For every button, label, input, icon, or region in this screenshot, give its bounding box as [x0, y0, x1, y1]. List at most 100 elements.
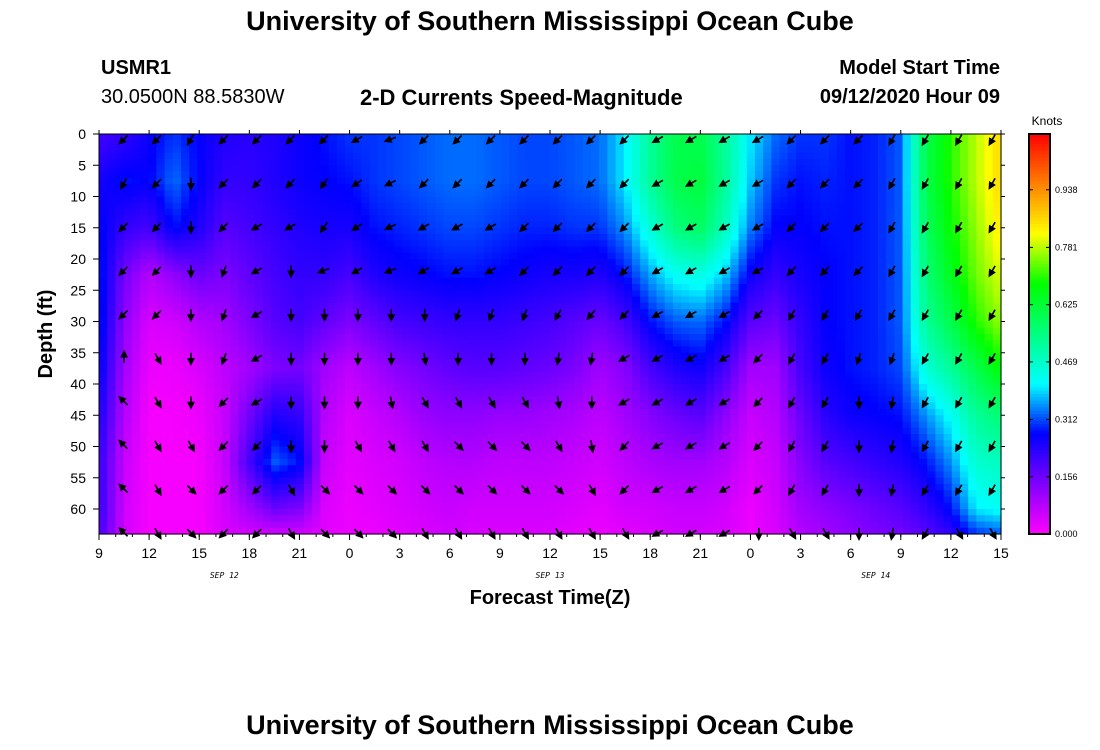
- heatmap-cell: [566, 452, 576, 460]
- heatmap-cell: [230, 177, 239, 185]
- heatmap-cell: [607, 259, 617, 266]
- heatmap-cell: [410, 502, 420, 510]
- heatmap-cell: [148, 277, 157, 285]
- heatmap-cell: [673, 459, 682, 466]
- heatmap-cell: [271, 246, 280, 254]
- heatmap-cell: [656, 296, 666, 304]
- heatmap-cell: [689, 271, 699, 279]
- heatmap-cell: [705, 427, 715, 435]
- heatmap-cell: [623, 140, 633, 148]
- heatmap-cell: [345, 340, 354, 348]
- heatmap-cell: [476, 202, 485, 210]
- heatmap-cell: [263, 359, 272, 366]
- heatmap-cell: [500, 377, 510, 385]
- heatmap-cell: [394, 196, 403, 204]
- heatmap-cell: [681, 227, 690, 235]
- heatmap-cell: [402, 427, 412, 435]
- heatmap-cell: [509, 152, 518, 160]
- heatmap-cell: [402, 140, 412, 148]
- heatmap-cell: [213, 384, 223, 391]
- heatmap-cell: [459, 465, 469, 473]
- heatmap-cell: [722, 196, 731, 204]
- heatmap-cell: [287, 402, 297, 410]
- heatmap-cell: [492, 371, 502, 379]
- heatmap-cell: [435, 465, 444, 473]
- heatmap-cell: [664, 327, 674, 335]
- heatmap-cell: [312, 465, 321, 473]
- heatmap-cell: [222, 240, 231, 248]
- heatmap-cell: [320, 240, 330, 248]
- heatmap-cell: [468, 290, 477, 298]
- heatmap-cell: [164, 134, 174, 141]
- heatmap-cell: [459, 202, 469, 210]
- heatmap-cell: [714, 465, 723, 473]
- heatmap-cell: [107, 446, 116, 454]
- heatmap-cell: [238, 527, 248, 535]
- heatmap-cell: [304, 365, 313, 373]
- heatmap-cell: [459, 371, 469, 379]
- heatmap-cell: [664, 496, 674, 504]
- heatmap-cell: [476, 502, 485, 510]
- heatmap-cell: [451, 334, 461, 341]
- heatmap-cell: [230, 359, 239, 366]
- heatmap-cell: [427, 202, 436, 210]
- heatmap-cell: [607, 302, 617, 310]
- heatmap-cell: [345, 515, 354, 523]
- heatmap-cell: [287, 465, 297, 473]
- heatmap-cell: [648, 409, 658, 416]
- heatmap-cell: [697, 471, 707, 479]
- heatmap-cell: [500, 315, 510, 323]
- heatmap-cell: [213, 352, 223, 360]
- heatmap-cell: [107, 259, 116, 266]
- heatmap-cell: [689, 209, 699, 216]
- heatmap-cell: [525, 477, 535, 485]
- heatmap-cell: [107, 484, 116, 491]
- heatmap-cell: [205, 234, 215, 241]
- heatmap-cell: [435, 502, 444, 510]
- heatmap-cell: [377, 521, 387, 529]
- heatmap-cell: [394, 352, 403, 360]
- heatmap-cell: [197, 252, 207, 260]
- heatmap-cell: [722, 171, 731, 179]
- heatmap-cell: [640, 509, 649, 516]
- heatmap-cell: [656, 427, 666, 435]
- heatmap-cell: [459, 446, 469, 454]
- heatmap-cell: [377, 346, 387, 354]
- heatmap-cell: [263, 446, 272, 454]
- heatmap-cell: [263, 221, 272, 229]
- heatmap-cell: [197, 521, 207, 529]
- heatmap-cell: [443, 140, 453, 148]
- heatmap-cell: [517, 334, 526, 341]
- heatmap-cell: [443, 521, 453, 529]
- heatmap-cell: [386, 384, 395, 391]
- heatmap-cell: [172, 440, 182, 448]
- heatmap-cell: [361, 459, 371, 466]
- heatmap-cell: [541, 477, 551, 485]
- heatmap-cell: [468, 259, 477, 266]
- heatmap-cell: [599, 521, 608, 529]
- heatmap-cell: [664, 221, 674, 229]
- heatmap-cell: [295, 221, 305, 229]
- heatmap-cell: [697, 146, 707, 154]
- heatmap-cell: [566, 421, 576, 429]
- heatmap-cell: [673, 221, 682, 229]
- heatmap-cell: [427, 134, 436, 141]
- heatmap-cell: [541, 277, 551, 285]
- heatmap-cell: [517, 490, 526, 498]
- heatmap-cell: [673, 509, 682, 516]
- heatmap-cell: [246, 440, 256, 448]
- heatmap-cell: [632, 402, 641, 410]
- heatmap-cell: [386, 459, 395, 466]
- heatmap-cell: [697, 515, 707, 523]
- heatmap-cell: [131, 346, 141, 354]
- heatmap-cell: [287, 365, 297, 373]
- heatmap-cell: [574, 209, 584, 216]
- heatmap-cell: [377, 152, 387, 160]
- heatmap-cell: [156, 134, 166, 141]
- heatmap-cell: [295, 240, 305, 248]
- heatmap-cell: [140, 177, 149, 185]
- heatmap-cell: [361, 402, 371, 410]
- heatmap-cell: [123, 402, 133, 410]
- heatmap-cell: [386, 415, 395, 423]
- heatmap-cell: [230, 365, 239, 373]
